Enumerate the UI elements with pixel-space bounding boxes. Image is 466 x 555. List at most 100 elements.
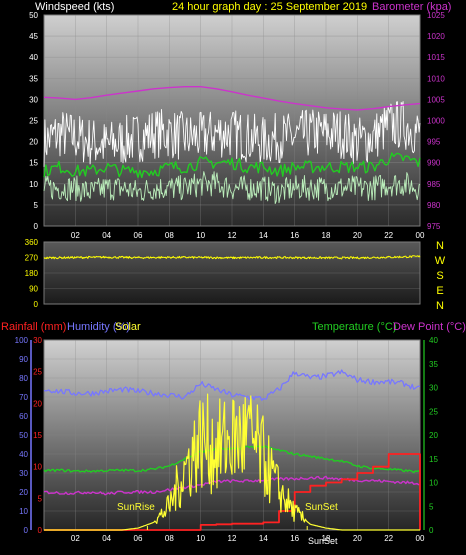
wind-tick-label: 20: [29, 138, 38, 147]
rainfall-tick-label: 20: [33, 399, 42, 408]
direction-tick-label: 0: [34, 300, 39, 309]
compass-label: N: [436, 300, 444, 312]
humidity-tick-label: 70: [19, 393, 28, 402]
barometer-tick-label: 1000: [427, 117, 445, 126]
bottom-x-tick-label: 00: [416, 534, 425, 543]
barometer-line: [43, 85, 421, 111]
barometer-tick-label: 975: [427, 222, 441, 231]
temperature-tick-label: 20: [429, 431, 438, 440]
direction-line: [43, 255, 421, 260]
wind-x-tick-label: 16: [290, 231, 299, 240]
humidity-tick-label: 10: [19, 507, 28, 516]
bottom-x-tick-label: 18: [322, 534, 331, 543]
wind-x-tick-label: 02: [71, 231, 80, 240]
windspeed-axis-title: Windspeed (kts): [35, 1, 114, 13]
bottom-x-tick-label: 16: [290, 534, 299, 543]
humidity-tick-label: 20: [19, 488, 28, 497]
temperature-tick-label: 40: [429, 336, 438, 345]
wind-tick-label: 40: [29, 53, 38, 62]
wind-tick-label: 5: [34, 201, 39, 210]
wind-x-tick-label: 04: [102, 231, 111, 240]
humidity-tick-label: 40: [19, 450, 28, 459]
rainfall-tick-label: 10: [33, 463, 42, 472]
barometer-tick-label: 980: [427, 201, 441, 210]
temperature-tick-label: 10: [429, 479, 438, 488]
wind-x-tick-label: 12: [228, 231, 237, 240]
barometer-axis-title: Barometer (kpa): [372, 1, 451, 13]
wind-tick-label: 0: [34, 222, 39, 231]
compass-label: N: [436, 240, 444, 252]
direction-tick-label: 360: [25, 238, 39, 247]
bottom-x-tick-label: 20: [353, 534, 362, 543]
axis-labels: 0510152025303540455097598098599099510001…: [15, 11, 446, 543]
dewpoint-legend: Dew Point (°C): [393, 321, 466, 333]
rainfall-legend: Rainfall (mm): [1, 321, 66, 333]
humidity-tick-label: 90: [19, 355, 28, 364]
wind-x-tick-label: 20: [353, 231, 362, 240]
temperature-tick-label: 5: [429, 502, 434, 511]
rainfall-tick-label: 0: [38, 526, 43, 535]
wind-low-line: [43, 171, 421, 205]
bottom-x-tick-label: 08: [165, 534, 174, 543]
wind-tick-label: 10: [29, 180, 38, 189]
wind-x-tick-label: 08: [165, 231, 174, 240]
temperature-tick-label: 35: [429, 360, 438, 369]
bottom-x-tick-label: 10: [196, 534, 205, 543]
humidity-line: [43, 369, 421, 401]
wind-x-tick-label: 18: [322, 231, 331, 240]
solar-line: [44, 393, 420, 531]
bottom-x-tick-label: 12: [228, 534, 237, 543]
temperature-legend: Temperature (°C): [312, 321, 396, 333]
temperature-tick-label: 25: [429, 407, 438, 416]
bottom-x-tick-label: 14: [259, 534, 268, 543]
temperature-tick-label: 30: [429, 384, 438, 393]
humidity-tick-label: 30: [19, 469, 28, 478]
sunrise-label: SunRise: [117, 502, 155, 513]
barometer-tick-label: 985: [427, 180, 441, 189]
wind-tick-label: 25: [29, 117, 38, 126]
barometer-tick-label: 1010: [427, 74, 445, 83]
humidity-tick-label: 60: [19, 412, 28, 421]
humidity-legend: Humidity (%): [67, 321, 130, 333]
humidity-tick-label: 50: [19, 431, 28, 440]
direction-tick-label: 270: [25, 254, 39, 263]
sunset-small-label: SunSet: [308, 536, 338, 546]
barometer-tick-label: 1025: [427, 11, 445, 20]
bottom-x-tick-label: 02: [71, 534, 80, 543]
compass-label: E: [436, 285, 443, 297]
rainfall-tick-label: 30: [33, 336, 42, 345]
series-lines: SunRise SunSet: [43, 85, 421, 531]
wind-x-tick-label: 10: [196, 231, 205, 240]
rainfall-line: [44, 453, 421, 531]
humidity-tick-label: 0: [24, 526, 29, 535]
rainfall-tick-label: 5: [38, 494, 43, 503]
rainfall-tick-label: 15: [33, 431, 42, 440]
barometer-tick-label: 990: [427, 159, 441, 168]
bottom-x-tick-label: 22: [384, 534, 393, 543]
wind-tick-label: 50: [29, 11, 38, 20]
barometer-tick-label: 995: [427, 138, 441, 147]
bottom-x-tick-label: 04: [102, 534, 111, 543]
humidity-tick-label: 80: [19, 374, 28, 383]
barometer-tick-label: 1020: [427, 32, 445, 41]
compass-label: S: [436, 270, 443, 282]
wind-tick-label: 45: [29, 32, 38, 41]
wind-x-tick-label: 06: [134, 231, 143, 240]
chart-title: 24 hour graph day : 25 September 2019: [172, 1, 367, 13]
temperature-tick-label: 0: [429, 526, 434, 535]
rainfall-tick-label: 25: [33, 368, 42, 377]
wind-gust-line: [43, 101, 421, 167]
wind-tick-label: 15: [29, 159, 38, 168]
wind-tick-label: 30: [29, 95, 38, 104]
wind-x-tick-label: 14: [259, 231, 268, 240]
wind-avg-line: [43, 152, 421, 179]
barometer-tick-label: 1015: [427, 53, 445, 62]
direction-tick-label: 90: [29, 285, 38, 294]
solar-legend: Solar: [115, 321, 141, 333]
barometer-tick-label: 1005: [427, 95, 445, 104]
direction-tick-label: 180: [25, 269, 39, 278]
wind-x-tick-label: 00: [416, 231, 425, 240]
wind-x-tick-label: 22: [384, 231, 393, 240]
humidity-tick-label: 100: [15, 336, 29, 345]
